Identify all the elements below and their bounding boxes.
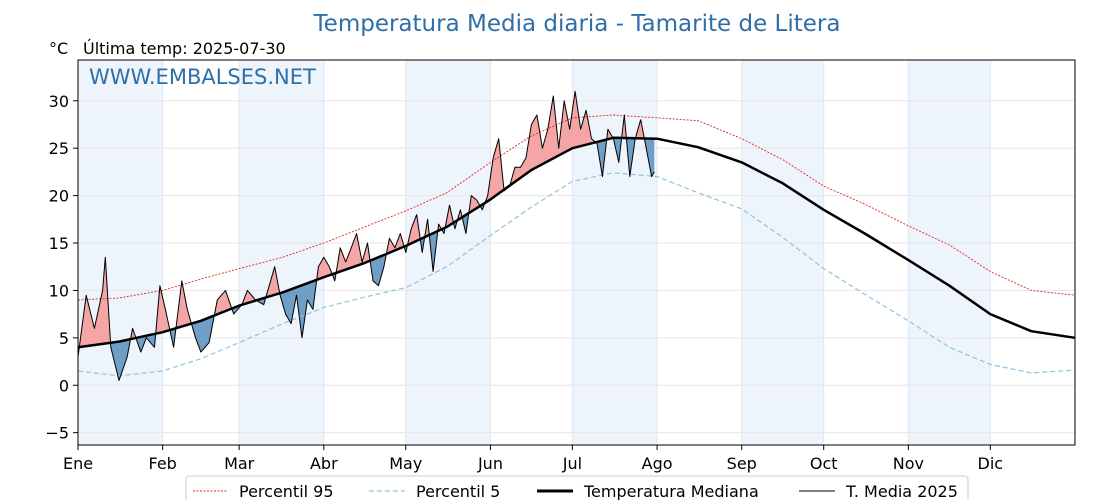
fill-below-median [596, 139, 607, 177]
fill-below-median [136, 333, 156, 353]
y-tick-label: −5 [45, 424, 69, 443]
fill-below-median [280, 279, 317, 338]
fill-above-median [407, 214, 421, 245]
fill-above-median [635, 119, 645, 139]
fill-below-median [370, 254, 386, 286]
anomaly-fills [78, 91, 655, 381]
plot-frame [77, 59, 1076, 446]
month-bands [78, 60, 991, 445]
watermark: WWW.EMBALSES.NET [89, 65, 316, 89]
series-lines [77, 90, 1076, 381]
x-tick-label: May [389, 454, 422, 473]
x-tick-label: Jun [477, 454, 503, 473]
x-axis: Ene Feb Mar Abr May Jun Jul Ago Sep Oct Nov Dic [63, 445, 1003, 473]
y-tick-label: 10 [49, 281, 69, 300]
fill-below-median [613, 137, 622, 163]
month-band [239, 60, 324, 445]
fill-above-median [266, 266, 280, 298]
y-tick-label: 30 [49, 92, 69, 111]
legend-label-t2025: T. Media 2025 [845, 482, 958, 500]
x-tick-label: Sep [727, 454, 757, 473]
series-line-t2025 [77, 90, 655, 381]
y-axis: −5 0 5 10 15 20 25 30 [45, 92, 78, 443]
fill-below-median [462, 213, 469, 234]
legend-label-p5: Percentil 5 [416, 482, 500, 500]
y-tick-label: 20 [49, 187, 69, 206]
fill-above-median [445, 205, 453, 228]
x-tick-label: Oct [810, 454, 838, 473]
y-unit-label: °C [49, 39, 68, 58]
fill-above-median [386, 233, 404, 254]
chart-title: Temperatura Media diaria - Tamarite de L… [313, 11, 841, 37]
fill-above-median [176, 280, 192, 329]
fill-below-median [232, 305, 242, 315]
legend-label-median: Temperatura Mediana [583, 482, 759, 500]
y-tick-label: 25 [49, 139, 69, 158]
y-tick-label: 15 [49, 234, 69, 253]
x-tick-label: Ago [642, 454, 673, 473]
fill-below-median [644, 138, 655, 177]
legend-label-p95: Percentil 95 [239, 482, 334, 500]
fill-above-median [485, 138, 504, 203]
legend: Percentil 95 Percentil 5 Temperatura Med… [185, 475, 969, 500]
x-tick-label: Dic [978, 454, 1004, 473]
month-band [78, 60, 163, 445]
legend-box [185, 475, 969, 500]
month-band [741, 60, 824, 445]
fill-above-median [607, 129, 613, 140]
series-line-p95 [77, 114, 1076, 301]
fill-above-median [622, 115, 626, 138]
x-tick-label: Mar [224, 454, 255, 473]
fill-below-median [429, 231, 438, 272]
x-tick-label: Jul [562, 454, 582, 473]
series-line-p5 [77, 172, 1076, 377]
fill-below-median [110, 339, 130, 381]
last-temp-label: Última temp: 2025-07-30 [83, 39, 286, 58]
month-band [908, 60, 991, 445]
x-tick-label: Abr [310, 454, 338, 473]
fill-above-median [130, 328, 136, 340]
fill-below-median [170, 328, 176, 348]
y-tick-label: 0 [59, 376, 69, 395]
fill-below-median [626, 138, 636, 177]
series-line-median [77, 136, 1076, 349]
x-tick-label: Ene [63, 454, 93, 473]
month-band [405, 60, 491, 445]
y-tick-label: 5 [59, 329, 69, 348]
x-tick-label: Feb [149, 454, 177, 473]
fill-above-median [510, 91, 596, 186]
x-tick-label: Nov [893, 454, 924, 473]
fill-above-median [469, 195, 480, 213]
fill-above-median [79, 257, 111, 348]
